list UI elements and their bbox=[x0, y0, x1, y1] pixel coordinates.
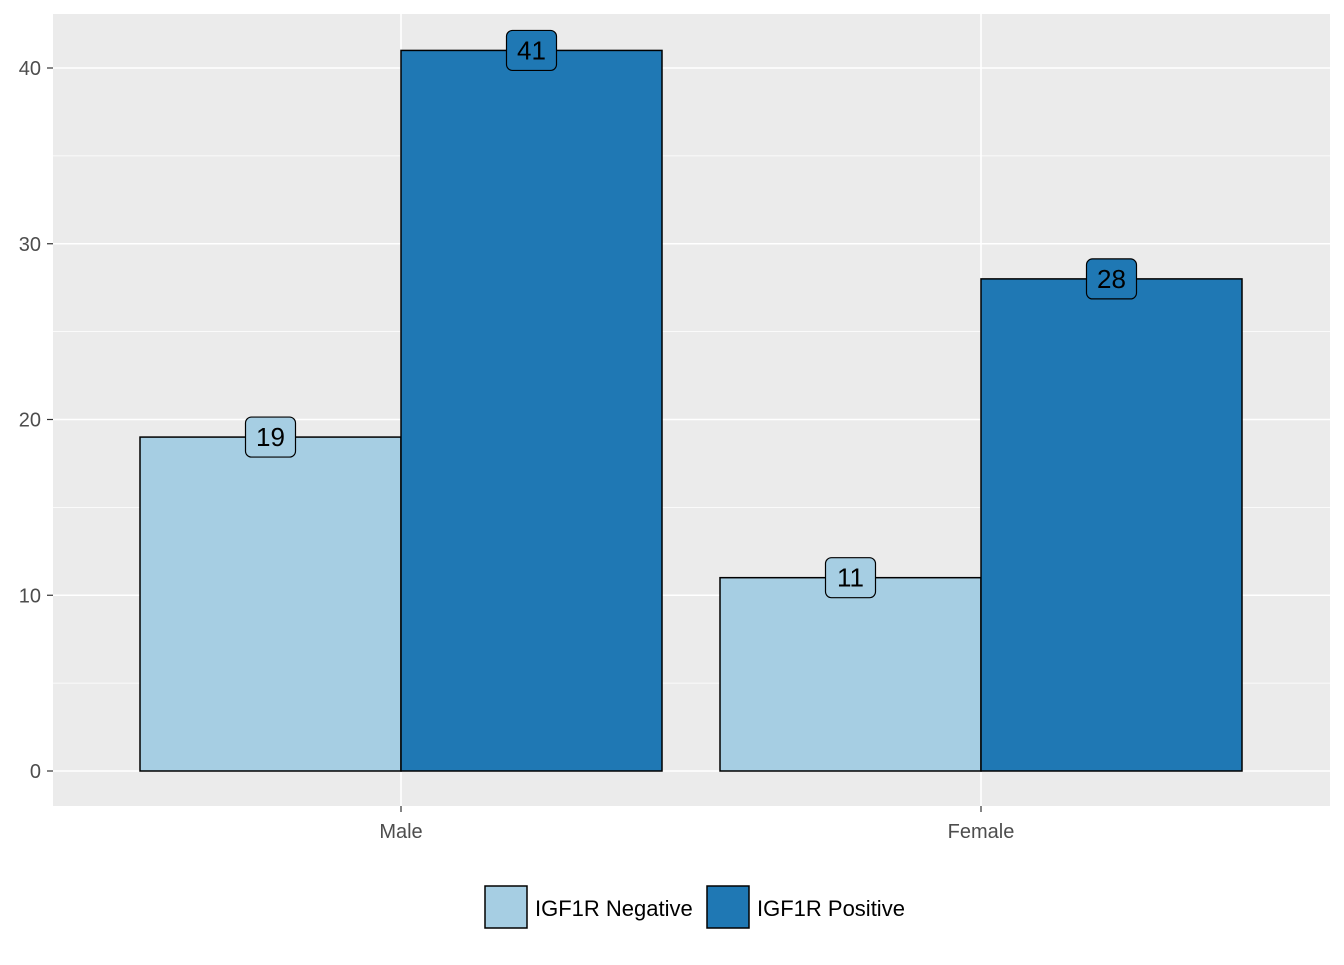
bar-male-positive bbox=[400, 49, 663, 772]
legend: IGF1R Negative IGF1R Positive bbox=[484, 885, 905, 929]
y-tick-label: 40 bbox=[19, 58, 41, 80]
data-label: 19 bbox=[256, 422, 285, 452]
data-label: 41 bbox=[517, 35, 546, 65]
x-tick-label: Male bbox=[379, 821, 422, 843]
data-label: 11 bbox=[837, 563, 864, 593]
y-axis: 0 10 20 30 40 bbox=[19, 58, 53, 783]
bar-male-negative bbox=[139, 436, 402, 772]
y-tick-label: 10 bbox=[19, 585, 41, 607]
y-tick-label: 20 bbox=[19, 410, 41, 432]
data-label: 28 bbox=[1097, 264, 1126, 294]
data-label-box bbox=[1085, 258, 1138, 300]
legend-key-negative bbox=[484, 885, 528, 929]
bar-female-positive bbox=[980, 278, 1243, 772]
bar-female-negative bbox=[719, 576, 982, 772]
legend-label-negative: IGF1R Negative bbox=[535, 896, 693, 921]
x-tick-label: Female bbox=[948, 821, 1015, 843]
bars bbox=[139, 49, 1243, 772]
y-tick-label: 0 bbox=[30, 761, 41, 783]
legend-label-positive: IGF1R Positive bbox=[757, 896, 905, 921]
legend-key-positive bbox=[706, 885, 750, 929]
data-labels: 19 41 11 28 bbox=[244, 29, 1138, 599]
data-label-box bbox=[824, 557, 877, 599]
data-label-box bbox=[505, 29, 558, 72]
y-tick-label: 30 bbox=[19, 234, 41, 256]
data-label-box bbox=[244, 416, 297, 458]
x-axis: Male Female bbox=[379, 806, 1014, 843]
